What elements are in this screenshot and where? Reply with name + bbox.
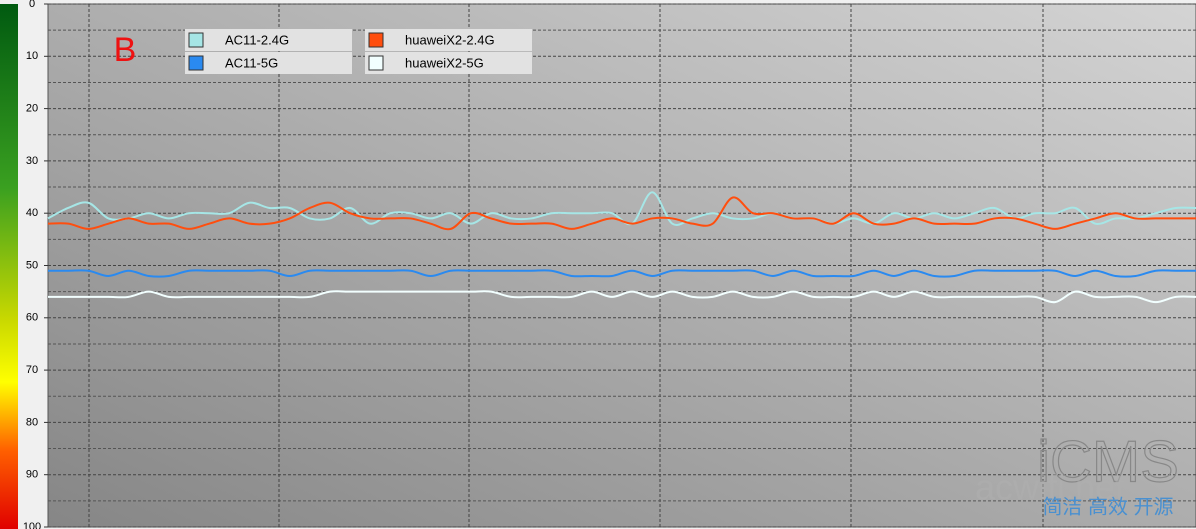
y-tick-label: 10: [26, 50, 38, 62]
legend-swatch: [368, 32, 384, 48]
y-tick-label: 50: [26, 259, 38, 271]
y-tick-label: 60: [26, 312, 38, 324]
y-tick-label: 0: [29, 0, 35, 10]
legend-swatch: [188, 55, 204, 71]
y-tick-label: 80: [26, 416, 38, 428]
legend-entry-bg: [365, 29, 532, 51]
legend-swatch: [368, 55, 384, 71]
legend-swatch: [188, 32, 204, 48]
watermark: iCMS: [1037, 429, 1179, 494]
y-tick-label: 20: [26, 103, 38, 115]
y-tick-label: 40: [26, 207, 38, 219]
y-tick-label: 30: [26, 155, 38, 167]
series-line: [47, 269, 1196, 278]
series-line: [48, 290, 1196, 304]
watermark: acwifi.net: [975, 467, 1125, 508]
series-line: [47, 196, 1196, 231]
y-tick-label: 90: [26, 469, 38, 481]
legend-entry-bg: [185, 52, 352, 74]
y-tick-label: 100: [23, 521, 41, 529]
legend-label: huaweiX2-5G: [405, 55, 484, 70]
y-tick-label: 70: [26, 364, 38, 376]
legend-label: AC11-2.4G: [225, 32, 289, 47]
annotation: B: [114, 31, 137, 69]
legend-entry-bg: [185, 29, 352, 51]
legend: AC11-2.4G AC11-5G huaweiX2-2.4G huaweiX2-5G: [185, 29, 532, 74]
legend-label: AC11-5G: [225, 55, 278, 70]
lines: [47, 191, 1196, 304]
legend-entry-bg: [365, 52, 532, 74]
watermark: 简洁 高效 开源: [1042, 495, 1173, 518]
color-scale: [0, 4, 18, 529]
legend-label: huaweiX2-2.4G: [405, 32, 495, 47]
